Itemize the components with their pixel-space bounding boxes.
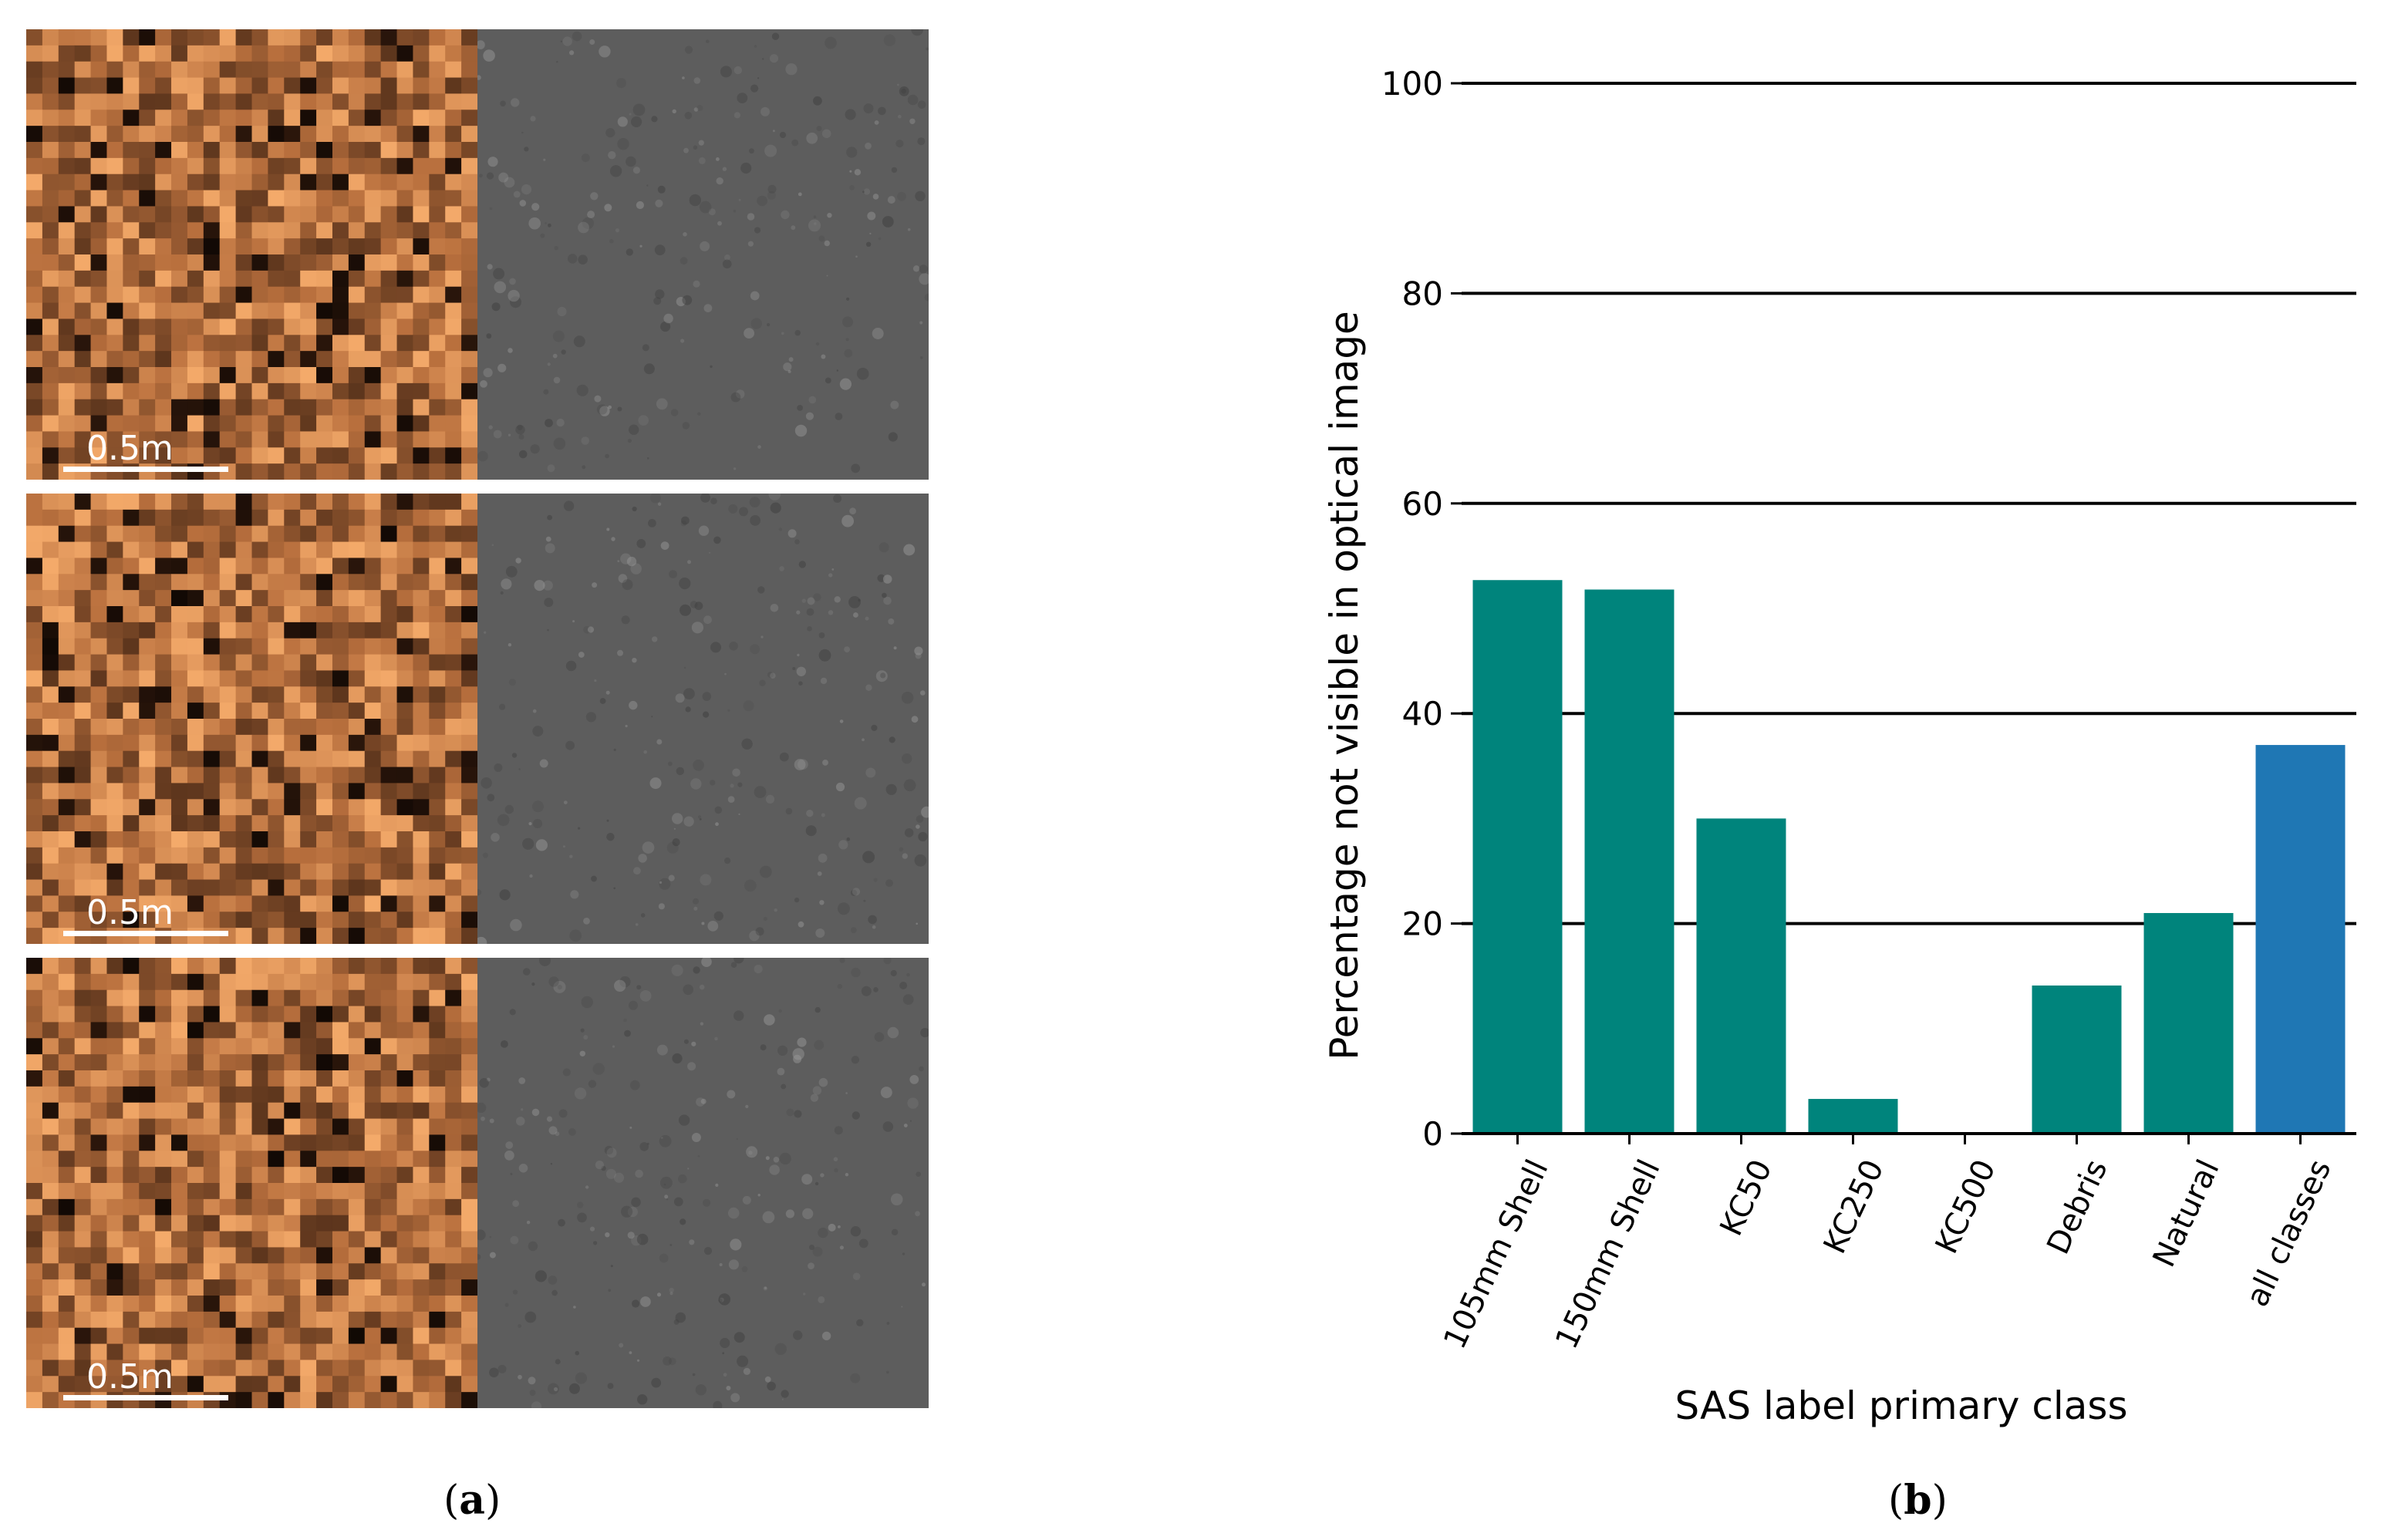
image-panel-a: 0.5m 0.5m 0.5m xyxy=(26,29,929,1408)
optical-image-tile xyxy=(477,958,929,1408)
bar-105mm-shell xyxy=(1472,580,1563,1134)
sas-pixel-grid xyxy=(26,29,477,480)
y-tick-label: 20 xyxy=(1402,905,1443,943)
optical-texture xyxy=(477,958,929,1408)
y-axis-label: Percentage not visible in optical image xyxy=(1322,311,1367,1060)
scale-label: 0.5m xyxy=(86,1357,174,1397)
y-tick-label: 0 xyxy=(1422,1115,1443,1153)
x-tick-label: 150mm Shell xyxy=(1549,1154,1668,1354)
optical-texture xyxy=(477,29,929,480)
optical-image-tile xyxy=(477,494,929,944)
scale-bar xyxy=(63,467,228,472)
y-tick-label: 80 xyxy=(1402,275,1443,312)
bar-150mm-shell xyxy=(1584,589,1674,1134)
bar-kc250 xyxy=(1808,1099,1898,1134)
bar-all-classes xyxy=(2255,745,2346,1134)
scale-bar xyxy=(63,931,228,936)
y-tick-label: 40 xyxy=(1402,695,1443,733)
sas-image-tile xyxy=(26,29,477,480)
image-row-3: 0.5m xyxy=(26,958,929,1408)
sas-pixel-grid xyxy=(26,494,477,944)
scale-bar xyxy=(63,1395,228,1400)
bar-natural xyxy=(2143,912,2234,1134)
y-tick-label: 60 xyxy=(1402,485,1443,523)
scale-label: 0.5m xyxy=(86,429,174,468)
x-tick-label: 105mm Shell xyxy=(1437,1154,1556,1354)
image-row-2: 0.5m xyxy=(26,494,929,944)
bar-kc50 xyxy=(1696,818,1786,1134)
x-tick-label: KC50 xyxy=(1713,1154,1779,1242)
x-axis-label: SAS label primary class xyxy=(1674,1383,2127,1428)
caption-b: (b) xyxy=(1888,1477,1948,1524)
x-tick-label: KC250 xyxy=(1817,1154,1891,1259)
bar-debris xyxy=(2032,985,2122,1134)
x-tick-label: Debris xyxy=(2040,1154,2114,1260)
optical-image-tile xyxy=(477,29,929,480)
scale-label: 0.5m xyxy=(86,893,174,932)
sas-pixel-grid xyxy=(26,958,477,1408)
caption-a: (a) xyxy=(443,1477,501,1524)
y-tick-label: 100 xyxy=(1381,65,1443,103)
x-tick-label: Natural xyxy=(2147,1154,2227,1272)
optical-texture xyxy=(477,494,929,944)
x-tick-label: all classes xyxy=(2240,1154,2339,1313)
sas-image-tile xyxy=(26,494,477,944)
x-tick-label: KC500 xyxy=(1929,1154,2003,1259)
sas-image-tile xyxy=(26,958,477,1408)
image-row-1: 0.5m xyxy=(26,29,929,480)
